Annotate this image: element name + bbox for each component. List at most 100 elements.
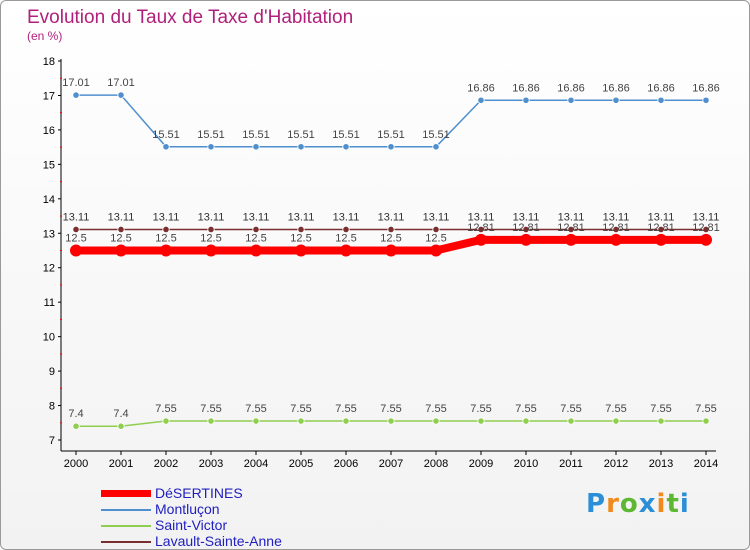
data-label: 13.11 bbox=[108, 211, 135, 223]
data-point bbox=[522, 225, 530, 234]
data-point bbox=[657, 225, 665, 234]
legend-swatch-saint-victor bbox=[101, 525, 151, 527]
data-point bbox=[160, 244, 172, 257]
data-label: 12.81 bbox=[602, 222, 630, 234]
data-point bbox=[522, 417, 530, 425]
x-tick-label: 2007 bbox=[379, 458, 403, 470]
data-point bbox=[432, 225, 440, 234]
data-point bbox=[520, 233, 532, 246]
y-tick-label: 15 bbox=[43, 159, 55, 171]
data-label: 7.55 bbox=[605, 403, 626, 415]
legend-swatch-lavault bbox=[101, 541, 151, 543]
logo-letter-i2: i bbox=[679, 489, 690, 519]
data-label: 7.55 bbox=[380, 403, 401, 415]
data-point bbox=[297, 143, 305, 151]
y-tick-label: 17 bbox=[43, 90, 55, 102]
data-point bbox=[250, 244, 262, 257]
data-point bbox=[252, 143, 260, 151]
data-point bbox=[72, 422, 80, 430]
x-tick-label: 2002 bbox=[154, 458, 178, 470]
data-point bbox=[430, 244, 442, 257]
data-point bbox=[567, 225, 575, 234]
x-tick-label: 2011 bbox=[559, 458, 583, 470]
data-label: 13.11 bbox=[558, 211, 585, 223]
legend-swatch-montlucon bbox=[101, 509, 151, 511]
data-point bbox=[477, 417, 485, 425]
x-tick-label: 2010 bbox=[514, 458, 538, 470]
data-label: 15.51 bbox=[197, 129, 225, 141]
data-label: 13.11 bbox=[603, 211, 630, 223]
chart-title: Evolution du Taux de Taxe d'Habitation bbox=[27, 7, 354, 28]
data-point bbox=[117, 422, 125, 430]
data-label: 13.11 bbox=[288, 211, 315, 223]
data-point bbox=[207, 143, 215, 151]
data-point bbox=[252, 225, 260, 234]
data-label: 12.5 bbox=[425, 233, 446, 245]
data-point bbox=[567, 96, 575, 104]
x-tick-label: 2001 bbox=[109, 458, 133, 470]
data-point bbox=[612, 225, 620, 234]
data-point bbox=[72, 225, 80, 234]
data-point bbox=[387, 225, 395, 234]
data-label: 13.11 bbox=[153, 211, 180, 223]
data-label: 13.11 bbox=[243, 211, 270, 223]
data-point bbox=[342, 417, 350, 425]
data-label: 16.86 bbox=[557, 82, 585, 94]
data-point bbox=[385, 244, 397, 257]
data-point bbox=[207, 417, 215, 425]
data-label: 12.81 bbox=[692, 222, 720, 234]
data-point bbox=[477, 225, 485, 234]
y-tick-label: 12 bbox=[43, 263, 55, 275]
data-label: 15.51 bbox=[287, 129, 315, 141]
x-tick-label: 2009 bbox=[469, 458, 493, 470]
data-point bbox=[342, 143, 350, 151]
data-label: 7.55 bbox=[200, 403, 221, 415]
data-point bbox=[612, 96, 620, 104]
data-label: 13.11 bbox=[693, 211, 720, 223]
x-tick-label: 2000 bbox=[64, 458, 88, 470]
data-label: 13.11 bbox=[423, 211, 450, 223]
data-label: 7.55 bbox=[515, 403, 536, 415]
data-label: 13.11 bbox=[648, 211, 675, 223]
data-label: 7.55 bbox=[335, 403, 356, 415]
logo-letter-r: r bbox=[606, 489, 620, 519]
legend-label-saint-victor: Saint-Victor bbox=[155, 517, 228, 533]
data-label: 13.11 bbox=[63, 211, 90, 223]
data-point bbox=[522, 96, 530, 104]
y-tick-label: 9 bbox=[49, 366, 55, 378]
data-label: 13.11 bbox=[198, 211, 225, 223]
data-label: 15.51 bbox=[377, 129, 405, 141]
data-point bbox=[387, 143, 395, 151]
data-point bbox=[297, 225, 305, 234]
data-label: 12.5 bbox=[200, 233, 221, 245]
x-tick-label: 2005 bbox=[289, 458, 313, 470]
data-point bbox=[387, 417, 395, 425]
data-point bbox=[117, 225, 125, 234]
data-point bbox=[702, 225, 710, 234]
data-point bbox=[477, 96, 485, 104]
data-point bbox=[475, 233, 487, 246]
data-point bbox=[295, 244, 307, 257]
data-label: 12.5 bbox=[110, 233, 131, 245]
data-label: 12.5 bbox=[245, 233, 266, 245]
logo-letter-p: P bbox=[586, 489, 607, 519]
y-tick-label: 16 bbox=[43, 125, 55, 137]
y-tick-label: 10 bbox=[43, 332, 55, 344]
data-point bbox=[70, 244, 82, 257]
data-point bbox=[72, 91, 80, 99]
data-label: 7.55 bbox=[425, 403, 446, 415]
data-label: 16.86 bbox=[512, 82, 540, 94]
data-point bbox=[115, 244, 127, 257]
y-tick-label: 14 bbox=[43, 194, 55, 206]
data-label: 7.55 bbox=[695, 403, 716, 415]
data-label: 16.86 bbox=[467, 82, 495, 94]
data-label: 12.5 bbox=[290, 233, 311, 245]
y-tick-label: 7 bbox=[49, 435, 55, 447]
data-label: 15.51 bbox=[332, 129, 360, 141]
data-label: 17.01 bbox=[107, 77, 135, 89]
data-label: 13.11 bbox=[468, 211, 495, 223]
y-tick-label: 13 bbox=[43, 228, 55, 240]
data-label: 12.5 bbox=[65, 233, 86, 245]
x-tick-label: 2004 bbox=[244, 458, 268, 470]
